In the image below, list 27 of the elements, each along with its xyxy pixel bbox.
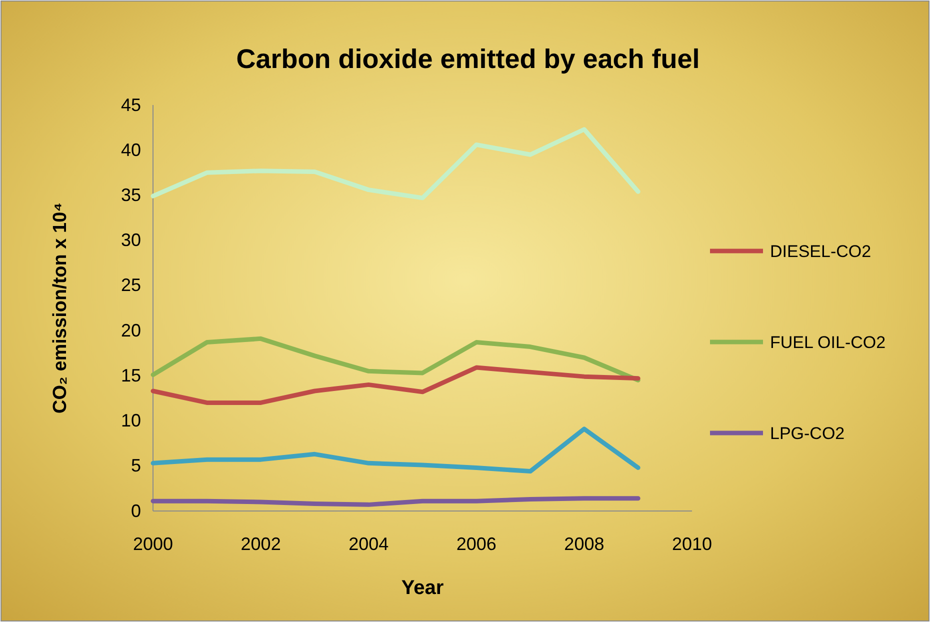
y-tick-label: 30 — [120, 230, 141, 250]
line-series — [150, 496, 640, 507]
legend-label: LPG-CO2 — [770, 424, 845, 443]
x-axis-title: Year — [401, 577, 444, 599]
x-tick-label: 2002 — [240, 534, 281, 554]
line-series — [150, 426, 640, 474]
line-series — [150, 336, 640, 382]
y-tick-label: 45 — [120, 94, 141, 115]
line-series — [150, 365, 640, 405]
y-tick-label: 5 — [130, 456, 141, 476]
x-tick-label: 2010 — [672, 534, 712, 554]
x-tick-label: 2008 — [564, 534, 604, 554]
legend-label: FUEL OIL-CO2 — [770, 333, 886, 352]
y-tick-label: 40 — [120, 140, 141, 160]
x-tick-label: 2004 — [348, 534, 389, 554]
y-tick-label: 35 — [120, 184, 141, 205]
line-series — [150, 127, 640, 200]
y-tick-label: 0 — [130, 500, 141, 521]
y-tick-label: 10 — [120, 410, 141, 431]
y-tick-label: 15 — [120, 365, 141, 386]
chart-title: Carbon dioxide emitted by each fuel — [236, 44, 700, 74]
x-tick-label: 2000 — [132, 534, 174, 554]
y-tick-label: 20 — [120, 320, 141, 340]
y-tick-label: 25 — [120, 275, 141, 296]
legend-label: DIESEL-CO2 — [770, 242, 872, 261]
x-tick-label: 2006 — [456, 534, 496, 554]
y-axis-title: CO₂ emission/ton x 10⁴ — [50, 202, 71, 414]
